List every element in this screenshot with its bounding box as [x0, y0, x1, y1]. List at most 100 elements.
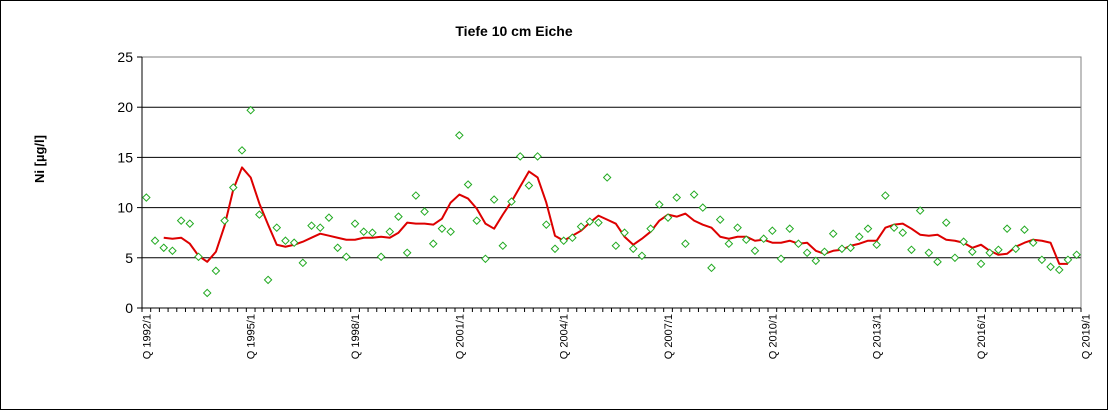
x-tick-label: Q 2016/1 [976, 314, 988, 359]
data-point [211, 266, 221, 276]
data-point [611, 241, 621, 251]
data-point [985, 248, 995, 258]
data-point [976, 259, 986, 269]
data-point [237, 146, 247, 155]
x-tick-label: Q 1998/1 [350, 314, 362, 359]
data-point [785, 224, 795, 233]
data-point [646, 224, 655, 233]
data-point [246, 105, 255, 115]
data-point [820, 247, 829, 257]
data-point [550, 244, 560, 254]
data-point [498, 241, 508, 251]
x-tick-label: Q 2010/1 [767, 314, 779, 359]
data-point [941, 218, 951, 227]
data-point [707, 263, 716, 273]
data-point [1002, 224, 1012, 233]
data-point [428, 239, 438, 249]
data-point [968, 247, 977, 257]
y-tick-label: 20 [117, 99, 133, 115]
data-point [594, 218, 603, 227]
data-point [411, 191, 421, 200]
data-point [846, 243, 855, 253]
data-point [802, 248, 812, 258]
data-point [333, 243, 342, 253]
data-point [602, 173, 612, 182]
data-point [924, 248, 934, 258]
data-point [402, 248, 412, 258]
y-tick-label: 0 [125, 300, 133, 316]
data-point [185, 219, 195, 228]
data-point [533, 152, 542, 161]
data-point [168, 246, 177, 256]
data-point [689, 190, 699, 199]
data-point [933, 257, 942, 267]
data-point [655, 200, 664, 209]
data-point [394, 212, 403, 221]
data-point [263, 275, 273, 285]
data-point [342, 252, 351, 262]
data-point [733, 223, 742, 232]
data-point [272, 223, 282, 232]
data-point [854, 232, 864, 242]
data-point [768, 226, 777, 235]
data-point [907, 245, 916, 255]
data-point [359, 227, 369, 237]
data-point [194, 252, 203, 262]
data-point [350, 219, 360, 228]
data-point [489, 195, 499, 204]
x-tick-label: Q 2007/1 [663, 314, 675, 359]
data-point [863, 224, 873, 233]
data-point [463, 180, 473, 189]
data-point [150, 236, 160, 246]
y-tick-label: 10 [117, 200, 133, 216]
data-point [698, 203, 708, 212]
data-point [898, 228, 908, 238]
data-point [307, 221, 316, 230]
x-tick-label: Q 2019/1 [1080, 314, 1092, 359]
data-point [524, 181, 534, 190]
data-point [437, 224, 447, 233]
data-point [620, 228, 629, 238]
data-point [1046, 262, 1055, 272]
data-point [159, 243, 169, 253]
y-tick-label: 5 [125, 250, 133, 266]
data-point [568, 233, 577, 243]
data-point [915, 206, 925, 215]
data-point [202, 288, 212, 298]
data-point [959, 237, 968, 247]
data-point [559, 236, 568, 246]
data-point [481, 254, 490, 264]
data-point [324, 213, 334, 222]
data-point [142, 193, 151, 202]
data-point [1072, 250, 1081, 260]
data-point [828, 229, 838, 239]
data-point [950, 253, 960, 263]
x-tick-label: Q 2013/1 [872, 314, 884, 359]
data-point [385, 227, 395, 237]
data-point [715, 215, 725, 224]
data-point [994, 245, 1003, 255]
data-point [315, 223, 325, 232]
x-tick-label: Q 2004/1 [559, 314, 571, 359]
data-point [637, 251, 647, 261]
data-point [811, 256, 821, 266]
data-point [420, 207, 429, 216]
data-point [1037, 255, 1047, 265]
data-point [681, 239, 690, 249]
data-point [255, 210, 264, 219]
y-tick-label: 15 [117, 149, 133, 165]
data-point [741, 235, 751, 245]
measurement-series [142, 105, 1081, 298]
x-tick-label: Q 1992/1 [141, 314, 153, 359]
data-point [220, 216, 229, 225]
data-point [472, 216, 482, 225]
data-point [515, 152, 525, 161]
data-point [376, 252, 386, 262]
data-point [455, 131, 464, 140]
data-point [585, 217, 595, 226]
data-point [1054, 265, 1064, 275]
y-axis-label: Ni [µg/l] [32, 135, 47, 183]
data-point [576, 222, 586, 231]
